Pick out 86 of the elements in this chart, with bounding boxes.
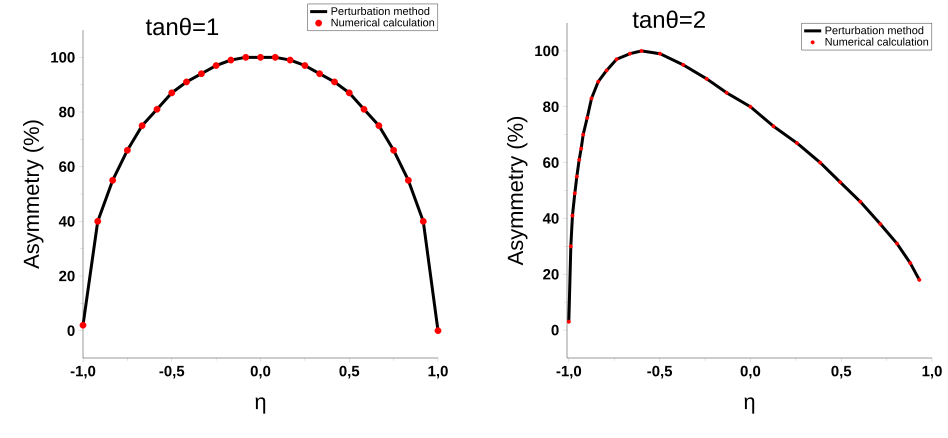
point <box>434 327 442 334</box>
legend-label: Perturbation method <box>332 6 430 15</box>
y-tick-label: 100 <box>535 46 559 56</box>
point <box>574 174 579 179</box>
point <box>390 146 398 154</box>
point <box>360 106 368 113</box>
point <box>579 146 584 151</box>
point <box>109 176 116 184</box>
point <box>818 160 822 165</box>
y-tick-label: 60 <box>543 157 559 168</box>
point <box>168 89 176 96</box>
point <box>138 122 146 130</box>
point <box>596 80 600 84</box>
x-tick-label: -1,0 <box>70 366 96 379</box>
point <box>183 78 190 86</box>
y-axis-title: Asymmetry (%) <box>507 117 528 266</box>
point <box>257 54 264 61</box>
point <box>568 244 573 248</box>
point <box>878 222 882 226</box>
x-tick-label: -0,5 <box>159 366 184 379</box>
point <box>404 176 412 184</box>
y-tick-label: 100 <box>51 52 75 63</box>
point <box>581 132 586 137</box>
point <box>614 57 619 62</box>
point <box>794 141 799 146</box>
point <box>154 106 160 113</box>
x-tick-label: 1,0 <box>428 366 448 379</box>
chart-title: tanθ=2 <box>632 10 705 28</box>
point <box>570 214 574 218</box>
y-tick-label: 20 <box>543 268 559 280</box>
point <box>420 218 427 225</box>
y-tick-label: 60 <box>59 161 75 172</box>
y-tick-label: 80 <box>59 106 75 118</box>
point <box>658 52 662 56</box>
point <box>227 56 234 64</box>
y-tick-label: 20 <box>59 270 75 282</box>
y-tick-label: 0 <box>552 324 559 336</box>
x-tick-label: 0,5 <box>831 366 852 379</box>
point <box>704 76 709 81</box>
x-tick-label: 0,0 <box>740 366 760 379</box>
y-tick-label: 0 <box>68 325 75 336</box>
point <box>316 70 324 78</box>
point <box>838 180 842 184</box>
point <box>748 104 752 109</box>
point <box>590 96 594 100</box>
x-axis-title: η <box>256 397 266 414</box>
point <box>242 54 250 61</box>
point <box>272 54 279 61</box>
y-axis-title: Asymmetry (%) <box>23 120 44 269</box>
x-tick-label: 0,5 <box>339 366 360 379</box>
point <box>375 122 382 130</box>
point <box>628 52 632 56</box>
point <box>346 89 353 96</box>
point <box>585 116 590 120</box>
point <box>301 62 308 69</box>
point <box>604 68 609 72</box>
x-tick-label: -0,5 <box>647 366 672 379</box>
point <box>639 48 644 53</box>
point <box>331 78 338 86</box>
point <box>724 90 729 95</box>
point <box>771 124 776 128</box>
point <box>286 56 294 64</box>
legend-label: Numerical calculation <box>826 38 928 46</box>
x-tick-label: -1,0 <box>556 366 582 379</box>
y-tick-label: 40 <box>58 216 75 227</box>
point <box>212 62 220 69</box>
point <box>577 158 582 162</box>
point <box>572 191 577 196</box>
legend-label: Numerical calculation <box>332 18 434 26</box>
point <box>94 218 102 225</box>
point <box>566 320 571 324</box>
point <box>894 242 899 246</box>
point <box>858 200 862 204</box>
point <box>124 146 131 154</box>
x-axis-title: η <box>744 397 754 414</box>
point <box>908 261 912 266</box>
y-tick-label: 80 <box>543 101 559 112</box>
x-tick-label: 1,0 <box>922 366 942 379</box>
legend-label: Perturbation method <box>826 26 924 34</box>
y-tick-label: 40 <box>542 213 559 224</box>
point <box>198 70 205 78</box>
chart-title: tanθ=1 <box>146 18 218 36</box>
point <box>917 278 922 282</box>
x-tick-label: 0,0 <box>250 366 270 379</box>
point <box>80 322 86 329</box>
point <box>681 62 686 67</box>
